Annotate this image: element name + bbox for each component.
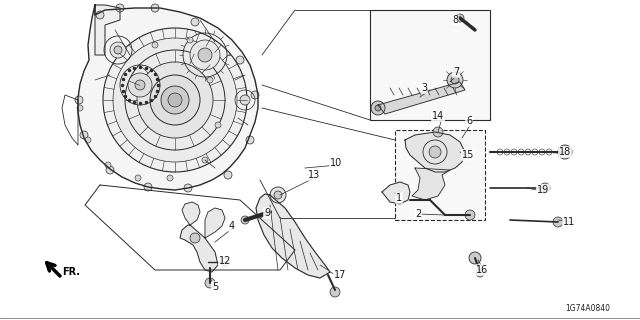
Circle shape <box>75 96 83 104</box>
Circle shape <box>251 91 259 99</box>
Circle shape <box>433 127 443 137</box>
Polygon shape <box>412 168 450 200</box>
Circle shape <box>106 166 114 174</box>
Text: 17: 17 <box>334 270 346 280</box>
Text: 16: 16 <box>476 265 488 275</box>
Polygon shape <box>95 5 120 55</box>
Text: 15: 15 <box>462 150 474 160</box>
Circle shape <box>447 72 463 88</box>
Circle shape <box>207 77 213 83</box>
Circle shape <box>469 252 481 264</box>
Circle shape <box>152 42 158 48</box>
Text: 5: 5 <box>212 282 218 292</box>
Polygon shape <box>256 194 330 278</box>
Circle shape <box>221 258 229 266</box>
Circle shape <box>113 38 237 162</box>
Circle shape <box>215 122 221 128</box>
Circle shape <box>116 4 124 12</box>
Text: 1G74A0840: 1G74A0840 <box>565 304 610 313</box>
Circle shape <box>330 287 340 297</box>
Polygon shape <box>378 82 465 114</box>
Circle shape <box>161 86 189 114</box>
Text: 19: 19 <box>537 185 549 195</box>
Text: 8: 8 <box>452 15 458 25</box>
Circle shape <box>168 93 182 107</box>
Circle shape <box>114 46 122 54</box>
Circle shape <box>476 269 484 277</box>
Circle shape <box>540 183 550 193</box>
Text: 3: 3 <box>421 83 427 93</box>
Circle shape <box>266 208 274 216</box>
Circle shape <box>270 187 286 203</box>
Circle shape <box>105 162 111 168</box>
Text: 1: 1 <box>396 193 402 203</box>
Circle shape <box>137 62 213 138</box>
Text: 6: 6 <box>466 116 472 126</box>
Circle shape <box>190 40 220 70</box>
Polygon shape <box>382 182 410 204</box>
Text: 18: 18 <box>559 147 571 157</box>
Text: 2: 2 <box>415 209 421 219</box>
Circle shape <box>135 175 141 181</box>
Circle shape <box>96 11 104 19</box>
Polygon shape <box>205 208 225 238</box>
Circle shape <box>80 131 88 139</box>
Polygon shape <box>182 202 200 225</box>
Circle shape <box>274 191 282 199</box>
Bar <box>370 10 490 120</box>
Circle shape <box>135 80 145 90</box>
Circle shape <box>456 14 464 22</box>
Circle shape <box>110 42 126 58</box>
Circle shape <box>451 76 459 84</box>
Polygon shape <box>78 5 258 190</box>
Polygon shape <box>180 225 218 272</box>
Circle shape <box>77 105 83 111</box>
Circle shape <box>150 75 200 125</box>
Text: 10: 10 <box>330 158 342 168</box>
Circle shape <box>240 95 250 105</box>
Circle shape <box>558 145 572 159</box>
Circle shape <box>103 28 247 172</box>
Circle shape <box>371 101 385 115</box>
Circle shape <box>128 73 152 97</box>
Circle shape <box>224 171 232 179</box>
Circle shape <box>167 175 173 181</box>
Circle shape <box>236 56 244 64</box>
Circle shape <box>144 183 152 191</box>
Circle shape <box>429 146 441 158</box>
Text: 7: 7 <box>453 67 459 77</box>
Circle shape <box>241 216 249 224</box>
Polygon shape <box>405 132 465 172</box>
Circle shape <box>151 4 159 12</box>
Text: FR.: FR. <box>62 267 80 277</box>
Circle shape <box>465 210 475 220</box>
Circle shape <box>85 137 91 143</box>
Circle shape <box>191 18 199 26</box>
Text: 4: 4 <box>229 221 235 231</box>
Text: 9: 9 <box>264 208 270 218</box>
Circle shape <box>190 233 200 243</box>
Circle shape <box>198 48 212 62</box>
Circle shape <box>553 217 563 227</box>
Circle shape <box>205 278 215 288</box>
Circle shape <box>202 157 208 163</box>
Bar <box>395 130 485 220</box>
Text: 13: 13 <box>308 170 320 180</box>
Circle shape <box>375 105 381 111</box>
Circle shape <box>187 37 193 43</box>
Text: 11: 11 <box>563 217 575 227</box>
Text: 12: 12 <box>219 256 231 266</box>
Circle shape <box>246 136 254 144</box>
Text: 14: 14 <box>432 111 444 121</box>
Circle shape <box>184 184 192 192</box>
